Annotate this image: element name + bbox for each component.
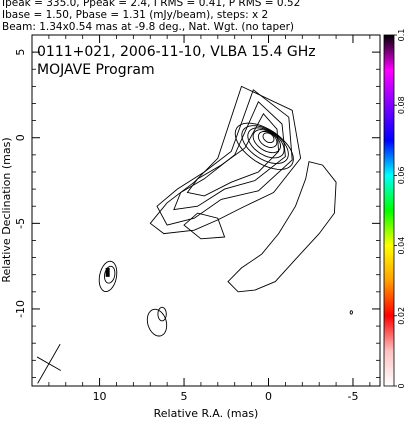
colorbar-tick-label: 0.08 [397, 96, 406, 114]
jet-contour [186, 113, 280, 197]
y-tick-label: 0 [14, 134, 27, 141]
jet-contour [156, 89, 293, 226]
feature-contour [157, 306, 167, 322]
beam-minor-axis [36, 356, 61, 371]
y-axis-title: Relative Declination (mas) [0, 137, 13, 282]
dark-feature [105, 267, 110, 277]
sw-diffuse-contour [227, 161, 337, 293]
x-tick-label: 0 [265, 390, 272, 403]
plot-subtitle: MOJAVE Program [37, 62, 155, 78]
colorbar-scale [383, 34, 395, 387]
colorbar-tick-label: 0.06 [397, 166, 406, 184]
x-tick-label: -5 [347, 390, 358, 403]
y-tick-label: -10 [14, 300, 27, 318]
plot-frame [31, 34, 381, 387]
core-contour [241, 125, 289, 164]
speck-contour [349, 310, 353, 315]
core-contour [262, 132, 275, 144]
plot-title: 0111+021, 2006-11-10, VLBA 15.4 GHz [37, 44, 316, 60]
colorbar: 0 0.02 0.04 0.06 0.08 0.1 [383, 29, 406, 389]
jet-contour [173, 101, 286, 211]
x-tick-label: 10 [93, 390, 107, 403]
jet-outer-contour [149, 85, 302, 235]
beam-ellipse [36, 343, 61, 384]
y-tick-label: -5 [14, 218, 27, 229]
colorbar-tick-label: 0.1 [397, 29, 406, 42]
core-contour [252, 129, 281, 154]
x-axis-title: Relative R.A. (mas) [154, 407, 259, 420]
colorbar-tick-label: 0.02 [397, 307, 406, 325]
feature-contour [98, 260, 118, 293]
core-contour [257, 130, 278, 148]
core-contour [247, 127, 285, 159]
plot-axes: 10 5 0 -5 5 0 -5 -10 [14, 34, 380, 403]
feature-contour [104, 265, 116, 284]
header-line-1: Ipeak = 335.0, Ppeak = 2.4, I RMS = 0.41… [2, 0, 301, 9]
header-line-3: Beam: 1.34x0.54 mas at -9.8 deg., Nat. W… [2, 21, 295, 33]
feature-contour [146, 308, 168, 337]
header-line-2: Ibase = 1.50, Pbase = 1.31 (mJy/beam), s… [2, 9, 269, 21]
contour-layer [98, 85, 353, 337]
y-tick-label: 5 [14, 49, 27, 56]
lower-contour [183, 212, 226, 240]
colorbar-tick-label: 0 [397, 383, 406, 388]
colorbar-tick-label: 0.04 [397, 237, 406, 255]
x-tick-label: 5 [181, 390, 188, 403]
